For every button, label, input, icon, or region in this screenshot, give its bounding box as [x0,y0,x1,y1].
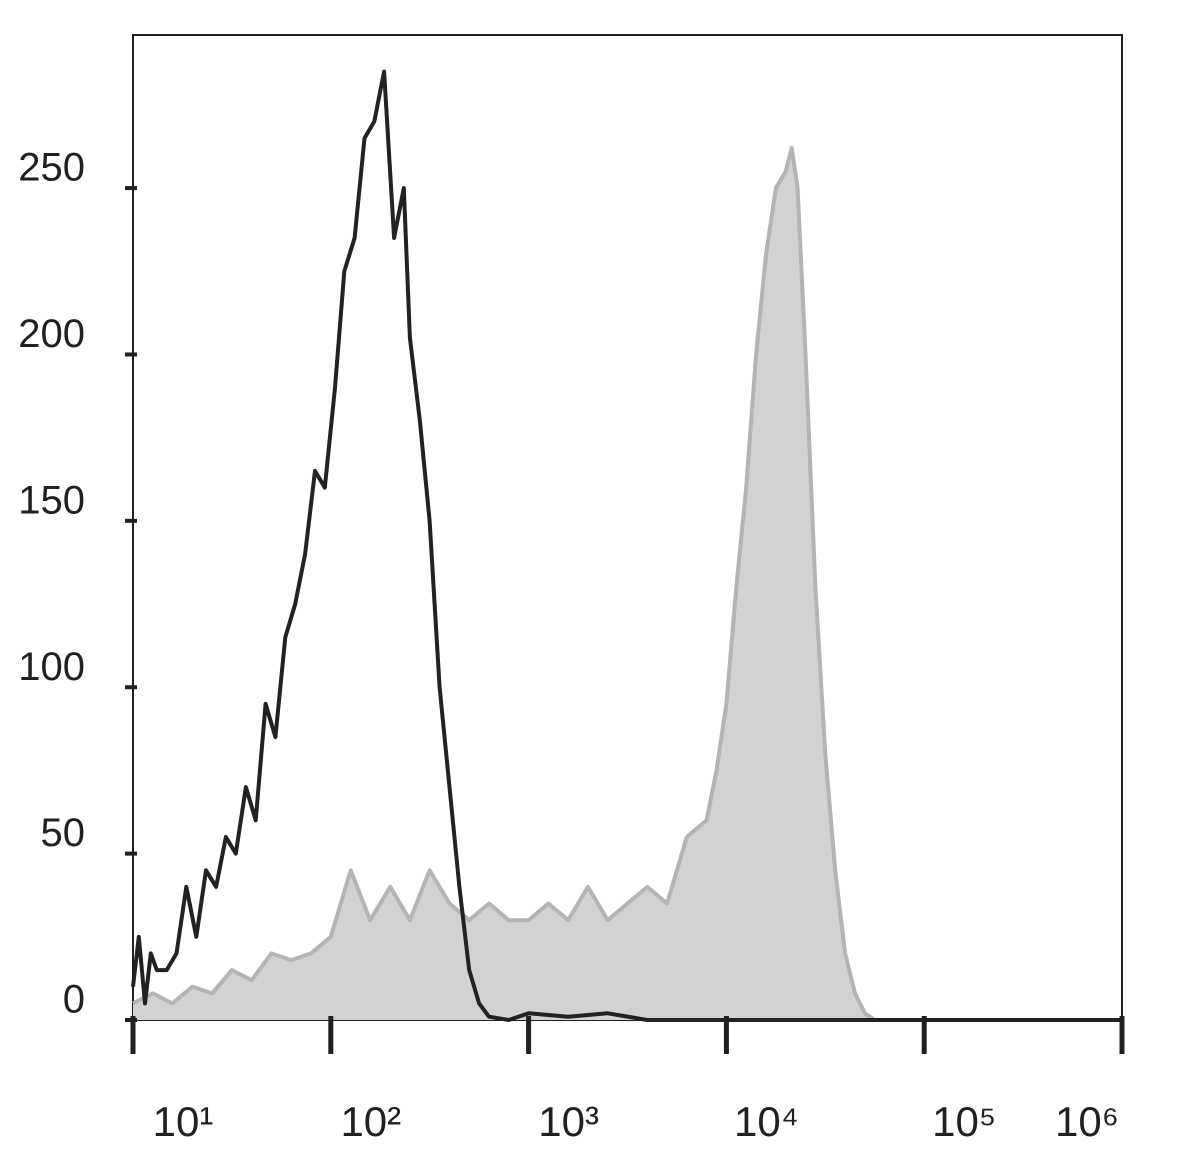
x-tick-label: 10⁶ [1055,1098,1119,1145]
x-tick-label: 10² [340,1098,401,1145]
plot-frame [132,34,1123,1021]
histogram-line [132,146,1122,1022]
x-tick-label: 10⁵ [932,1098,996,1145]
y-tick-label: 200 [18,312,85,356]
y-tick-label: 100 [18,645,85,689]
x-tick-label: 10⁴ [734,1098,799,1145]
histogram-line [131,69,1122,1022]
y-tick-label: 250 [18,146,85,190]
x-tick-label: 10³ [538,1098,599,1145]
histogram-area [133,148,1122,1021]
y-tick-label: 50 [41,811,86,855]
x-tick-label: 10¹ [153,1098,214,1145]
y-tick-label: 150 [18,478,85,522]
y-tick-label: 0 [63,978,85,1022]
